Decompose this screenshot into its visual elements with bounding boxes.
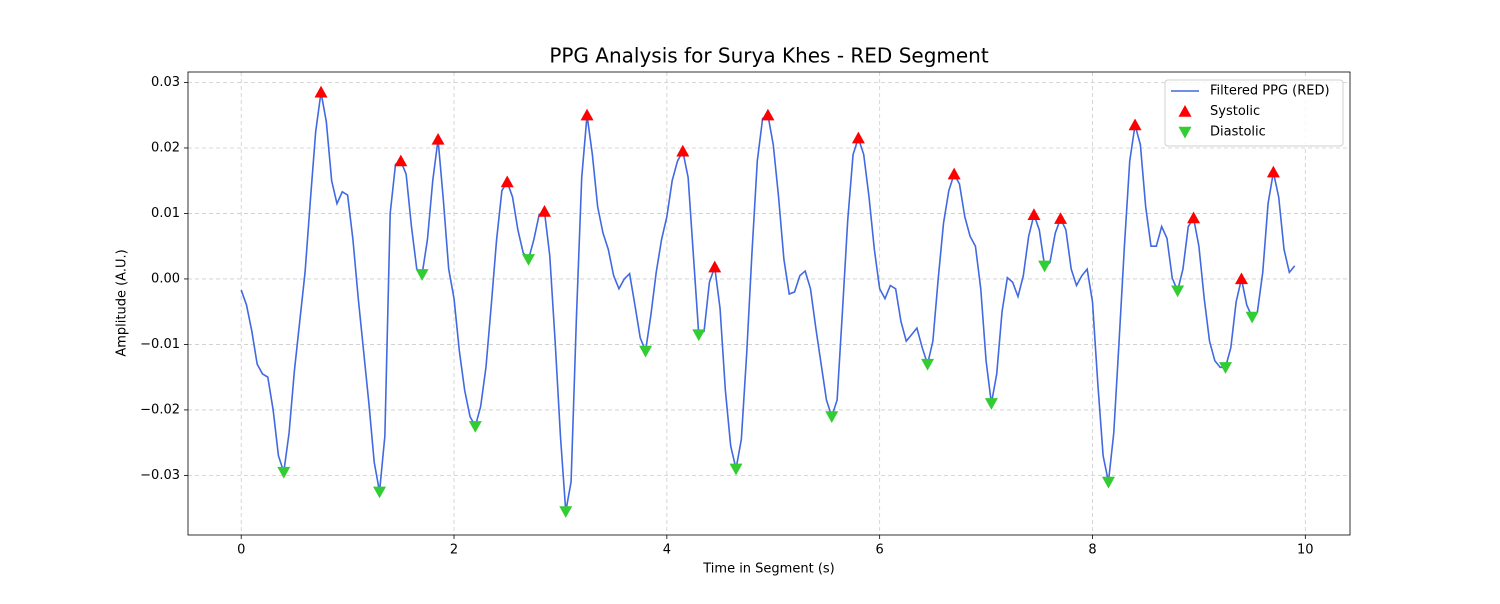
diastolic-marker (559, 506, 573, 518)
x-tick-label: 0 (237, 543, 245, 558)
systolic-marker (676, 144, 690, 157)
diastolic-marker (692, 329, 706, 342)
legend-swatch (1178, 105, 1192, 117)
x-tick-label: 10 (1297, 543, 1314, 558)
y-axis-label: Amplitude (A.U.) (115, 249, 130, 356)
diastolic-marker (277, 466, 291, 479)
legend: Filtered PPG (RED) Systolic Diastolic (1164, 79, 1344, 147)
systolic-marker (431, 132, 445, 145)
legend-box (1164, 79, 1344, 147)
systolic-marker (394, 154, 408, 167)
y-tick-label: 0.02 (151, 140, 180, 155)
diastolic-marker (373, 486, 387, 499)
systolic-marker (947, 167, 961, 180)
systolic-marker (1187, 211, 1201, 224)
diastolic-marker (1101, 476, 1115, 489)
systolic-marker (1054, 212, 1068, 224)
chart-title: PPG Analysis for Surya Khes - RED Segmen… (549, 44, 989, 68)
legend-label: Filtered PPG (RED) (1210, 84, 1330, 99)
systolic-marker (500, 175, 514, 188)
diastolic-marker (1038, 260, 1052, 273)
x-tick-label: 8 (1088, 543, 1096, 558)
y-tick-label: 0.00 (151, 271, 180, 286)
x-axis-label: Time in Segment (s) (702, 562, 834, 577)
diastolic-marker (729, 463, 743, 476)
diastolic-marker (1245, 311, 1259, 324)
systolic-marker (537, 204, 551, 217)
systolic-marker (1128, 118, 1142, 131)
y-tick-label: −0.01 (140, 337, 180, 352)
diastolic-marker (468, 421, 482, 433)
systolic-marker (1234, 272, 1248, 285)
systolic-marker (1266, 165, 1280, 178)
systolic-marker (1027, 208, 1041, 220)
diastolic-marker (639, 345, 653, 358)
legend-swatch (1178, 126, 1192, 139)
y-tick-label: −0.02 (140, 402, 180, 417)
diastolic-marker (1219, 362, 1232, 374)
x-tick-label: 2 (450, 543, 458, 558)
y-tick-label: −0.03 (140, 468, 180, 483)
y-tick-label: 0.03 (151, 75, 180, 90)
diastolic-marker (984, 398, 998, 410)
systolic-marker (580, 108, 594, 121)
diastolic-marker (825, 411, 839, 423)
x-tick-label: 6 (876, 543, 884, 558)
diastolic-marker (1171, 285, 1185, 298)
systolic-marker (851, 131, 865, 144)
systolic-marker (314, 85, 328, 98)
diastolic-marker (921, 358, 935, 371)
systolic-marker (708, 260, 722, 273)
x-tick-label: 4 (663, 543, 671, 558)
plot-frame (187, 71, 1351, 536)
diastolic-marker (522, 254, 536, 266)
diastolic-marker (415, 269, 429, 281)
systolic-marker (761, 108, 775, 121)
legend-label: Diastolic (1210, 125, 1266, 140)
y-tick-label: 0.01 (151, 206, 180, 221)
legend-label: Systolic (1210, 104, 1260, 119)
